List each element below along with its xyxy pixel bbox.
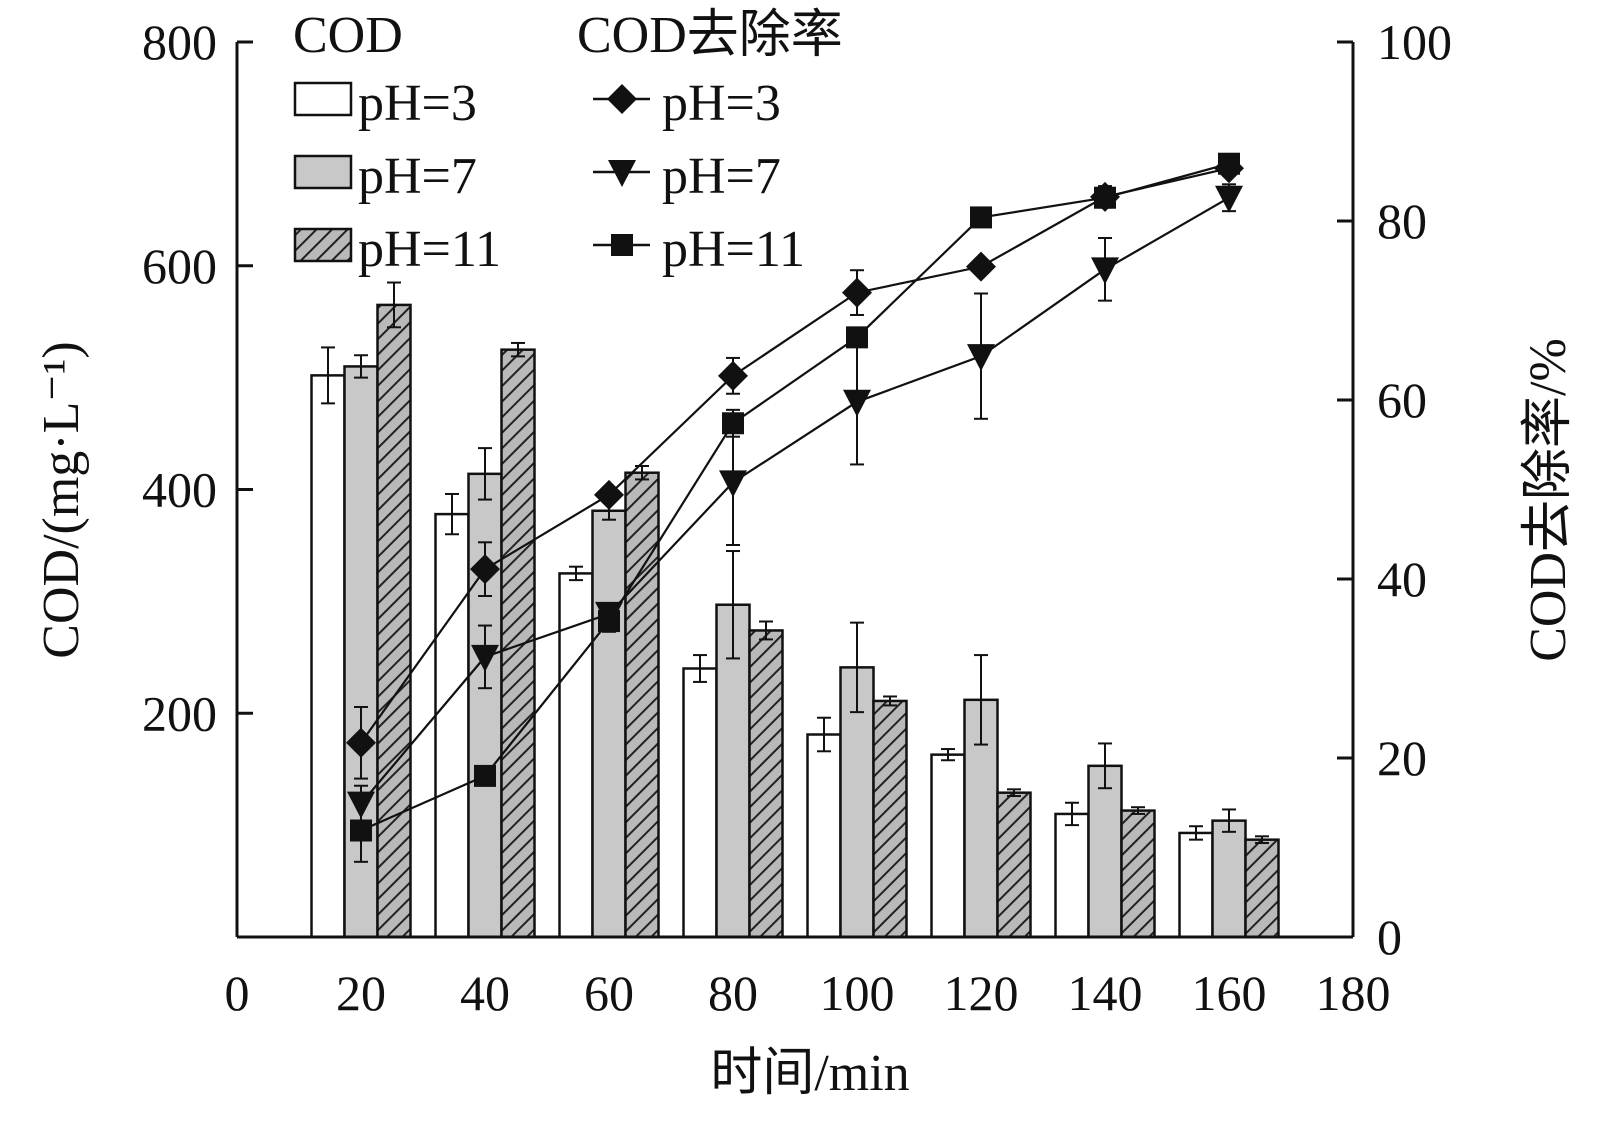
lines-layer [346, 152, 1244, 863]
line-pH11 [360, 162, 1230, 832]
legend-label-line-pH7: pH=7 [662, 148, 781, 205]
x-tick-label-100: 100 [820, 965, 895, 1021]
bar-pH11-40 [500, 348, 536, 939]
bar-pH11-120 [996, 791, 1032, 939]
point-pH11-120 [970, 206, 992, 229]
y-right-tick-label-60: 60 [1377, 372, 1427, 428]
point-pH3-40 [470, 554, 500, 585]
y-axis-title-right: COD去除率/% [1520, 338, 1577, 662]
point-pH7-100 [843, 389, 871, 417]
line-pH7 [360, 196, 1230, 805]
bar-pH11-140 [1120, 809, 1156, 939]
legend-label-bar-pH7: pH=7 [358, 148, 477, 205]
y-right-tick-label-40: 40 [1377, 551, 1427, 607]
legend-marker-pH3 [607, 84, 637, 114]
point-pH3-100 [842, 277, 872, 308]
point-pH3-80 [718, 360, 748, 391]
legend-marker-pH7 [608, 160, 636, 187]
legend-swatch-bar-pH7 [293, 154, 353, 190]
axes-layer: 0 20 40 60 80 100 120 140 160 180 200 400 600 800 0 20 4… [142, 14, 1452, 1021]
bar-pH3-20 [310, 374, 346, 939]
bar-pH3-80 [682, 667, 718, 939]
point-pH11-80 [722, 412, 744, 435]
bar-pH7-60 [591, 509, 627, 939]
point-pH3-60 [594, 479, 624, 510]
x-tick-label-20: 20 [336, 965, 386, 1021]
bar-pH3-160 [1178, 831, 1214, 939]
point-pH11-20 [350, 819, 372, 842]
legend-group-title-bars: COD [293, 7, 403, 64]
bar-pH3-100 [806, 733, 842, 939]
x-axis-title: 时间/min [710, 1045, 909, 1102]
bar-pH3-60 [558, 572, 594, 939]
point-pH11-100 [846, 326, 868, 349]
bar-pH3-40 [434, 512, 470, 939]
x-tick-label-40: 40 [460, 965, 510, 1021]
y-right-tick-label-100: 100 [1377, 14, 1452, 70]
bar-pH11-100 [872, 699, 908, 939]
point-pH7-80 [719, 470, 747, 498]
line-pH3 [360, 167, 1230, 744]
y-right-tick-label-20: 20 [1377, 730, 1427, 786]
bar-pH3-120 [930, 753, 966, 939]
legend-swatch-bar-pH11 [293, 227, 353, 263]
legend-swatch-bar-pH3 [293, 81, 353, 117]
point-pH11-140 [1094, 186, 1116, 209]
point-pH7-40 [471, 644, 499, 672]
bar-pH7-140 [1087, 764, 1123, 939]
y-left-tick-label-200: 200 [142, 685, 217, 741]
x-tick-label-0: 0 [225, 965, 250, 1021]
x-tick-label-60: 60 [584, 965, 634, 1021]
legend-marker-pH11 [611, 234, 633, 256]
bar-pH11-60 [624, 471, 660, 939]
bar-pH11-20 [376, 303, 412, 939]
point-pH7-140 [1091, 257, 1119, 285]
x-tick-label-140: 140 [1068, 965, 1143, 1021]
legend-label-line-pH3: pH=3 [662, 75, 781, 132]
y-right-tick-label-0: 0 [1377, 909, 1402, 965]
bar-pH11-80 [748, 629, 784, 939]
bars-layer [310, 281, 1280, 939]
point-pH7-160 [1215, 185, 1243, 213]
x-tick-label-80: 80 [708, 965, 758, 1021]
point-pH11-160 [1218, 152, 1240, 175]
y-right-tick-label-80: 80 [1377, 193, 1427, 249]
bar-pH7-160 [1211, 819, 1247, 939]
legend-group-title-lines: COD去除率 [577, 7, 843, 64]
legend-label-bar-pH11: pH=11 [358, 221, 501, 278]
y-left-tick-label-400: 400 [142, 462, 217, 518]
x-tick-label-180: 180 [1316, 965, 1391, 1021]
legend-label-line-pH11: pH=11 [662, 221, 805, 278]
y-axis-title-left: COD/(mg·L⁻¹) [33, 341, 90, 658]
x-tick-label-160: 160 [1192, 965, 1267, 1021]
point-pH3-120 [966, 251, 996, 282]
point-pH3-20 [346, 727, 376, 758]
point-pH7-120 [967, 344, 995, 372]
point-pH11-40 [474, 764, 496, 787]
point-pH11-60 [598, 610, 620, 633]
bar-pH11-160 [1244, 838, 1280, 939]
legend: COD COD去除率 pH=3 pH=7 pH=11 pH=3 pH=7 pH=11 [293, 7, 843, 278]
y-left-tick-label-600: 600 [142, 238, 217, 294]
legend-label-bar-pH3: pH=3 [358, 75, 477, 132]
bar-pH3-140 [1054, 812, 1090, 939]
y-left-tick-label-800: 800 [142, 14, 217, 70]
x-tick-label-120: 120 [944, 965, 1019, 1021]
